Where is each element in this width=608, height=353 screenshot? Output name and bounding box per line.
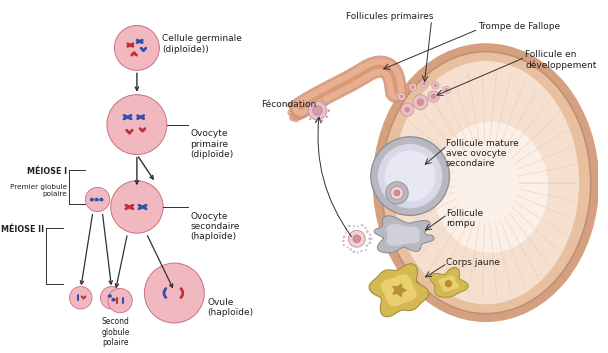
Circle shape — [423, 82, 426, 85]
Circle shape — [385, 150, 436, 202]
Text: Trompe de Fallope: Trompe de Fallope — [478, 22, 561, 31]
Circle shape — [434, 83, 437, 87]
Circle shape — [428, 91, 439, 102]
Circle shape — [370, 233, 372, 235]
Circle shape — [370, 238, 372, 240]
Circle shape — [394, 190, 400, 196]
Circle shape — [411, 85, 415, 89]
Polygon shape — [381, 274, 416, 306]
Circle shape — [430, 94, 437, 99]
Polygon shape — [369, 264, 429, 317]
Circle shape — [306, 113, 308, 115]
Circle shape — [371, 137, 449, 215]
Text: Ovule
(haploïde): Ovule (haploïde) — [207, 298, 253, 317]
Text: Follicules primaires: Follicules primaires — [346, 12, 434, 21]
Circle shape — [390, 186, 404, 199]
Circle shape — [306, 106, 308, 109]
Circle shape — [386, 182, 408, 204]
Ellipse shape — [433, 122, 548, 253]
Polygon shape — [430, 268, 468, 297]
Circle shape — [86, 187, 110, 212]
Circle shape — [378, 144, 443, 208]
Circle shape — [356, 250, 359, 253]
Circle shape — [353, 250, 355, 252]
Circle shape — [368, 238, 371, 240]
Circle shape — [366, 245, 368, 247]
Circle shape — [328, 109, 330, 112]
Ellipse shape — [381, 52, 591, 314]
Circle shape — [326, 115, 328, 118]
Ellipse shape — [373, 43, 599, 322]
Polygon shape — [387, 224, 420, 246]
Circle shape — [108, 288, 132, 313]
Circle shape — [114, 25, 159, 70]
Text: Ovocyte
primaire
(diploïde): Ovocyte primaire (diploïde) — [190, 129, 233, 159]
Text: Corps jaune: Corps jaune — [446, 257, 500, 267]
Circle shape — [361, 251, 363, 253]
Circle shape — [368, 241, 371, 244]
Circle shape — [315, 121, 317, 123]
Text: Ovocyte
secondaire
(haploïde): Ovocyte secondaire (haploïde) — [190, 212, 240, 241]
Circle shape — [309, 118, 311, 120]
Circle shape — [343, 236, 345, 238]
Text: Fécondation: Fécondation — [261, 100, 317, 109]
Circle shape — [346, 229, 348, 231]
Circle shape — [348, 225, 351, 227]
Circle shape — [352, 223, 355, 226]
Circle shape — [346, 246, 348, 249]
Circle shape — [444, 88, 449, 92]
Circle shape — [144, 263, 204, 323]
Circle shape — [443, 86, 451, 94]
Circle shape — [313, 106, 322, 115]
Text: Follicule en
développement: Follicule en développement — [525, 50, 596, 70]
Text: Second
globule
polaire: Second globule polaire — [101, 317, 130, 347]
Circle shape — [309, 101, 311, 103]
Circle shape — [111, 181, 163, 233]
Circle shape — [348, 231, 365, 247]
Circle shape — [365, 249, 367, 251]
Text: MÉIOSE II: MÉIOSE II — [1, 225, 44, 234]
Circle shape — [107, 95, 167, 155]
Circle shape — [315, 98, 317, 101]
Ellipse shape — [393, 61, 579, 304]
Circle shape — [413, 95, 428, 110]
Text: Cellule germinale
(diploïde)): Cellule germinale (diploïde)) — [162, 35, 242, 54]
Circle shape — [420, 80, 428, 87]
Circle shape — [341, 240, 344, 242]
Circle shape — [357, 223, 359, 226]
Circle shape — [361, 224, 363, 227]
Circle shape — [69, 287, 92, 309]
Circle shape — [404, 107, 410, 113]
Circle shape — [368, 229, 370, 232]
Polygon shape — [374, 216, 434, 253]
Circle shape — [401, 103, 414, 116]
Circle shape — [398, 93, 406, 100]
Circle shape — [344, 243, 346, 246]
Circle shape — [321, 99, 323, 102]
Polygon shape — [438, 276, 458, 292]
Circle shape — [100, 287, 123, 309]
Circle shape — [328, 109, 330, 112]
Circle shape — [308, 101, 327, 120]
Circle shape — [444, 280, 452, 287]
Text: Follicule
rompu: Follicule rompu — [446, 209, 483, 228]
Text: MÉIOSE I: MÉIOSE I — [27, 167, 67, 176]
Circle shape — [400, 95, 404, 98]
Circle shape — [321, 120, 323, 122]
Circle shape — [353, 235, 361, 243]
Text: Premier globule
polaire: Premier globule polaire — [10, 184, 67, 197]
Circle shape — [365, 226, 367, 228]
Circle shape — [432, 82, 439, 89]
Circle shape — [350, 249, 351, 251]
Circle shape — [416, 98, 424, 106]
Circle shape — [326, 103, 328, 106]
Polygon shape — [392, 283, 407, 298]
Circle shape — [409, 83, 416, 91]
Text: Follicule mature
avec ovocyte
secondaire: Follicule mature avec ovocyte secondaire — [446, 139, 519, 168]
Circle shape — [342, 231, 345, 234]
